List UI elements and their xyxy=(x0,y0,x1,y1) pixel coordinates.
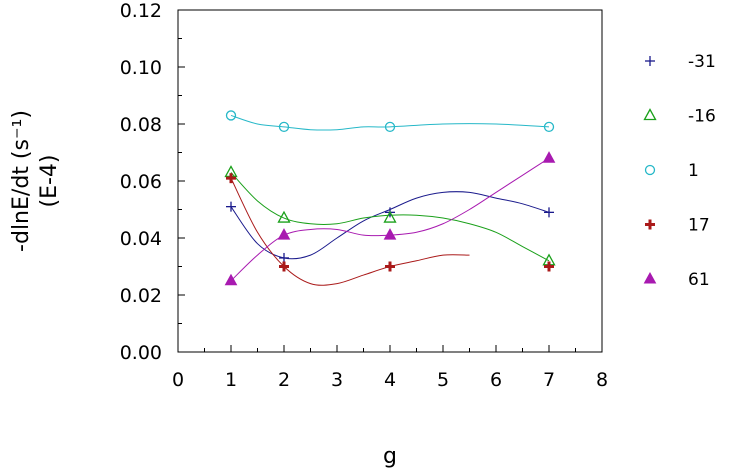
series-line xyxy=(230,191,550,260)
data-point xyxy=(279,261,289,272)
x-axis-title: g xyxy=(383,444,397,468)
data-point xyxy=(226,173,236,184)
legend-label: 17 xyxy=(688,216,710,236)
y-tick-label: 0.10 xyxy=(120,57,162,79)
x-tick-label: 7 xyxy=(543,369,555,391)
data-point xyxy=(278,121,290,132)
data-point xyxy=(544,207,554,218)
y-tick-label: 0.02 xyxy=(120,285,162,307)
x-tick-label: 1 xyxy=(225,369,237,391)
data-point xyxy=(224,273,238,286)
x-tick-label: 3 xyxy=(331,369,343,391)
legend-label: -16 xyxy=(688,107,716,127)
y-tick-label: 0.12 xyxy=(120,0,162,22)
data-point xyxy=(225,110,237,121)
y-axis-title: -dlnE/dt (s⁻¹) xyxy=(9,110,34,252)
x-tick-label: 0 xyxy=(172,369,184,391)
legend-marker xyxy=(643,271,657,284)
data-point xyxy=(385,261,395,272)
series-curves xyxy=(230,114,550,286)
legend-marker xyxy=(643,108,657,121)
data-point xyxy=(543,121,555,132)
y-axis-subtitle: (E-4) xyxy=(37,154,62,207)
legend-label: 1 xyxy=(688,161,699,181)
data-point xyxy=(277,210,291,223)
y-tick-label: 0.08 xyxy=(120,114,162,136)
plot-frame xyxy=(177,9,603,353)
legend-marker xyxy=(644,164,656,176)
series-markers xyxy=(224,110,556,286)
y-axis: 0.00 0.02 0.04 0.06 0.08 0.10 0.12 xyxy=(120,0,185,364)
data-point xyxy=(279,252,289,263)
series-line xyxy=(230,114,550,131)
series-line xyxy=(230,177,470,286)
legend-label: -31 xyxy=(688,52,716,72)
data-point xyxy=(384,121,396,132)
x-tick-label: 8 xyxy=(596,369,608,391)
data-point xyxy=(226,201,236,212)
y-tick-label: 0.06 xyxy=(120,171,162,193)
x-tick-label: 6 xyxy=(490,369,502,391)
x-tick-label: 2 xyxy=(278,369,290,391)
data-point xyxy=(277,228,291,240)
data-point xyxy=(544,261,554,272)
x-tick-label: 4 xyxy=(384,369,396,391)
data-point xyxy=(542,151,556,163)
legend-marker xyxy=(645,219,655,230)
y-tick-label: 0.04 xyxy=(120,228,162,250)
data-point xyxy=(383,228,397,240)
x-axis: 0 1 2 3 4 5 6 7 8 xyxy=(172,345,608,391)
legend-label: 61 xyxy=(688,270,710,290)
legend-marker xyxy=(645,56,655,66)
legend: -31 -16 1 17 61 xyxy=(643,52,716,290)
data-point xyxy=(383,210,397,223)
x-tick-label: 5 xyxy=(437,369,449,391)
y-tick-label: 0.00 xyxy=(120,342,162,364)
